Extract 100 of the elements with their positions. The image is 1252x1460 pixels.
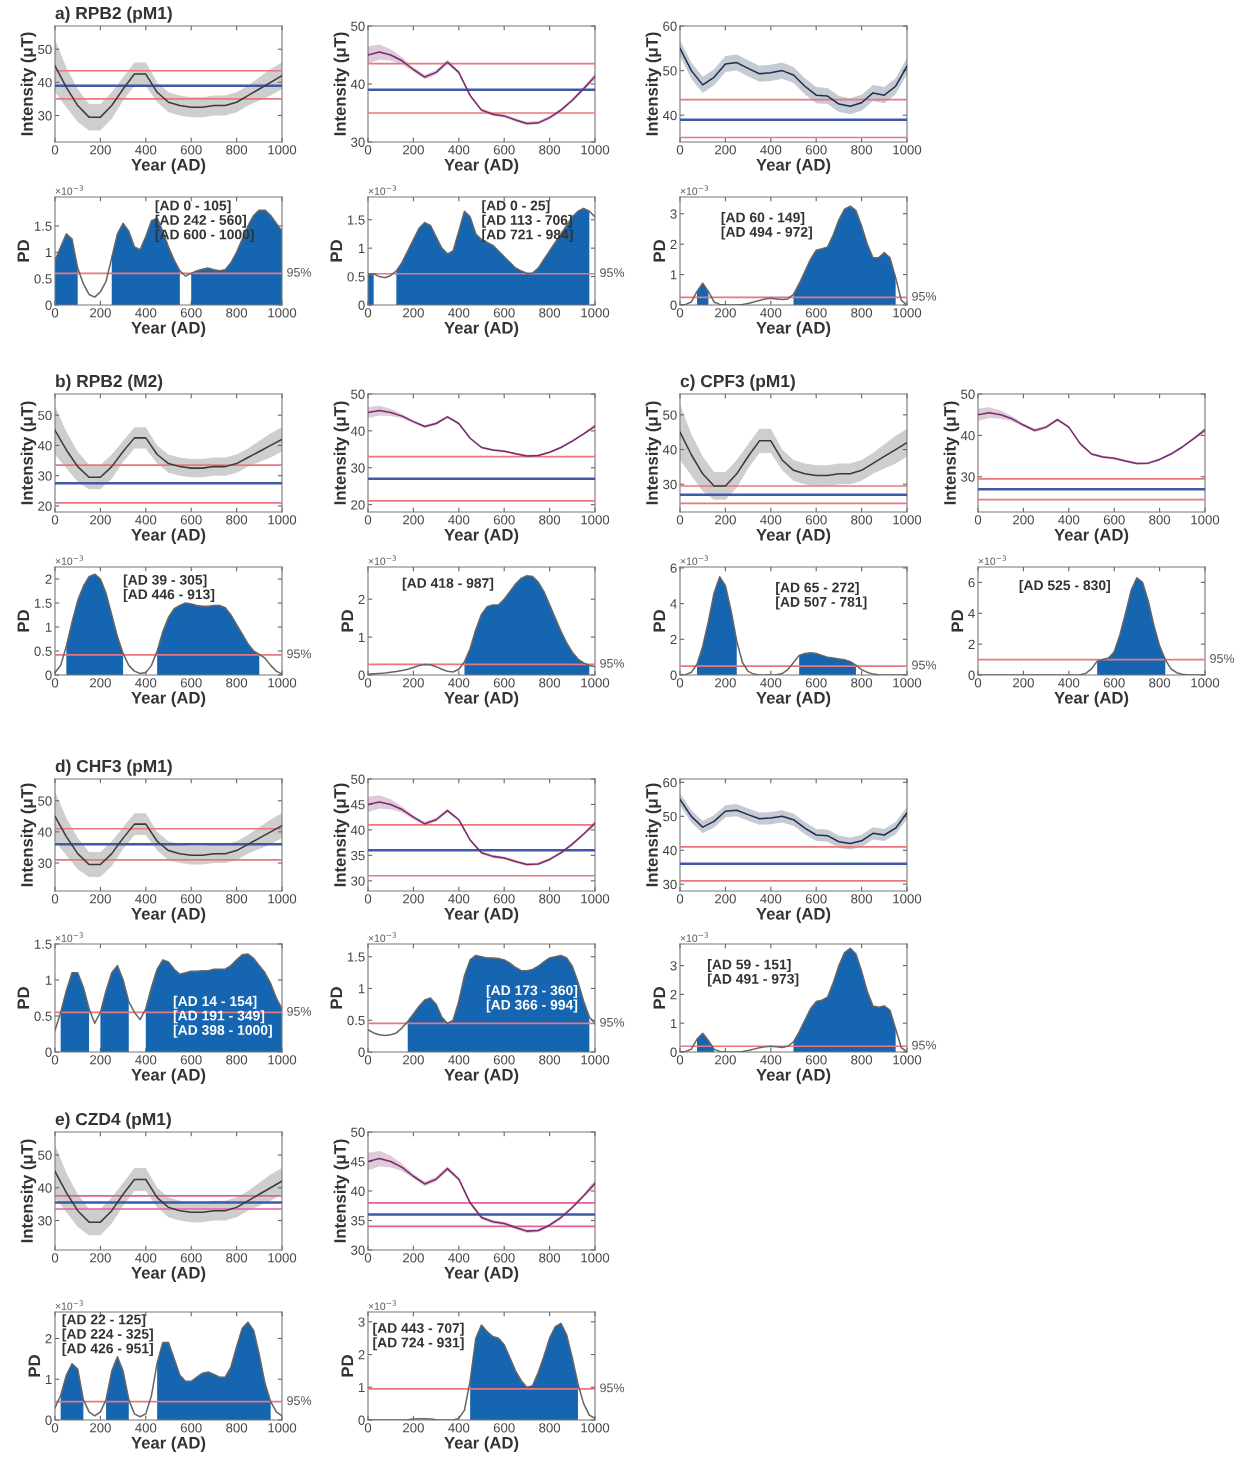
y-tick-label: 35 <box>351 850 365 861</box>
x-tick-label: 200 <box>715 894 736 904</box>
y-tick-label: 35 <box>351 1216 365 1226</box>
x-tick-label: 400 <box>448 145 470 155</box>
y-tick-label: 40 <box>662 110 677 121</box>
y-axis-title: PD <box>653 987 666 1009</box>
x-tick-label: 800 <box>539 308 561 318</box>
y-tick-label: 50 <box>351 21 365 31</box>
x-tick-label: 1000 <box>268 1423 297 1433</box>
x-tick-label: 600 <box>1103 678 1125 688</box>
x-axis-title: Year (AD) <box>756 1068 831 1084</box>
x-tick-label: 1000 <box>893 1055 922 1065</box>
x-axis-title: Year (AD) <box>131 907 206 923</box>
y-tick-label: 50 <box>38 410 52 421</box>
y-axis-title: PD <box>951 610 964 632</box>
y-axis-title: Intensity (μT) <box>333 783 350 887</box>
y-tick-label: 45 <box>350 1157 365 1167</box>
x-tick-label: 200 <box>715 308 736 318</box>
y-tick-label: 30 <box>663 879 677 890</box>
x-tick-label: 600 <box>180 308 202 318</box>
y-tick-label: 50 <box>663 410 677 420</box>
y-tick-label: 0 <box>358 1047 365 1057</box>
chart-title: c) CPF3 (pM1) <box>680 374 795 391</box>
x-tick-label: 200 <box>90 145 111 155</box>
x-tick-label: 1000 <box>268 1055 297 1065</box>
x-tick-label: 200 <box>715 678 736 688</box>
x-tick-label: 200 <box>403 515 424 525</box>
y-tick-label: 60 <box>663 777 677 788</box>
y-axis-title: PD <box>341 610 354 632</box>
y-tick-label: 3 <box>358 1317 365 1327</box>
x-tick-label: 1000 <box>893 308 922 318</box>
y-tick-label: 6 <box>670 563 677 573</box>
line-series <box>680 431 907 487</box>
x-tick-label: 800 <box>539 1055 561 1065</box>
x-tick-label: 400 <box>760 1055 782 1065</box>
x-tick-label: 400 <box>135 308 157 318</box>
y-tick-label: 30 <box>663 479 677 490</box>
y-tick-label: 1 <box>358 984 365 994</box>
x-tick-label: 1000 <box>581 515 610 525</box>
text: 95% <box>287 1396 312 1406</box>
text: 95% <box>287 649 312 659</box>
y-tick-label: 0.5 <box>347 1015 365 1026</box>
line-series <box>55 65 282 118</box>
x-tick-label: 600 <box>180 894 202 904</box>
x-tick-label: 600 <box>180 1055 202 1065</box>
x-tick-label: 600 <box>180 145 202 155</box>
x-axis-title: Year (AD) <box>1054 691 1129 707</box>
x-tick-label: 800 <box>226 894 248 904</box>
x-tick-label: 1000 <box>893 894 922 904</box>
annotation: [AD 65 - 272] [AD 507 - 781] <box>776 582 867 610</box>
text: 95% <box>1210 654 1235 663</box>
text: ×10$^{−3}$ <box>368 932 396 942</box>
y-tick-label: 1 <box>358 1382 365 1393</box>
chart-title: d) CHF3 (pM1) <box>55 759 172 776</box>
x-tick-label: 600 <box>180 678 202 688</box>
text: ×10$^{−3}$ <box>368 1300 396 1310</box>
x-tick-label: 800 <box>539 145 561 155</box>
y-tick-label: 50 <box>961 389 975 399</box>
x-axis-title: Year (AD) <box>131 691 206 707</box>
x-tick-label: 400 <box>448 308 470 318</box>
y-tick-label: 30 <box>38 471 52 481</box>
y-axis-title: Intensity (μT) <box>20 1139 37 1243</box>
y-tick-label: 1 <box>358 243 365 253</box>
x-tick-label: 600 <box>805 145 827 155</box>
x-axis-title: Year (AD) <box>1054 528 1129 544</box>
line-series <box>680 47 907 108</box>
y-axis-title: PD <box>28 1355 41 1377</box>
y-axis-title: Intensity (μT) <box>645 401 662 505</box>
x-axis-title: Year (AD) <box>756 321 831 337</box>
y-tick-label: 30 <box>351 137 365 147</box>
y-tick-label: 1 <box>358 632 365 642</box>
x-tick-label: 600 <box>180 515 202 525</box>
text: ×10$^{−3}$ <box>680 185 708 195</box>
annotation: [AD 59 - 151] [AD 491 - 973] <box>708 959 799 987</box>
x-tick-label: 400 <box>448 678 470 688</box>
text: ×10$^{−3}$ <box>55 1300 83 1310</box>
y-axis-title: Intensity (μT) <box>645 783 662 887</box>
x-tick-label: 200 <box>90 1423 111 1433</box>
x-axis-title: Year (AD) <box>131 321 206 337</box>
x-tick-label: 400 <box>760 894 782 904</box>
x-tick-label: 800 <box>539 894 561 904</box>
x-tick-label: 200 <box>715 1055 736 1065</box>
x-tick-label: 600 <box>493 308 515 318</box>
x-tick-label: 600 <box>1103 515 1125 525</box>
x-axis-title: Year (AD) <box>756 907 831 923</box>
x-tick-label: 1000 <box>1191 678 1220 688</box>
text: ×10$^{−3}$ <box>368 185 396 195</box>
x-tick-label: 600 <box>805 894 827 904</box>
text: 95% <box>287 267 312 277</box>
y-tick-label: 1.5 <box>34 221 52 231</box>
x-tick-label: 600 <box>493 894 515 904</box>
x-tick-label: 800 <box>539 678 561 688</box>
y-axis-title: Intensity (μT) <box>943 401 960 505</box>
x-tick-label: 800 <box>226 515 248 525</box>
x-tick-label: 1000 <box>581 308 610 318</box>
chart-title: b) RPB2 (M2) <box>56 374 163 391</box>
x-tick-label: 600 <box>493 678 515 688</box>
y-tick-label: 40 <box>37 77 52 88</box>
x-tick-label: 1000 <box>268 894 297 904</box>
x-tick-label: 800 <box>226 145 248 155</box>
